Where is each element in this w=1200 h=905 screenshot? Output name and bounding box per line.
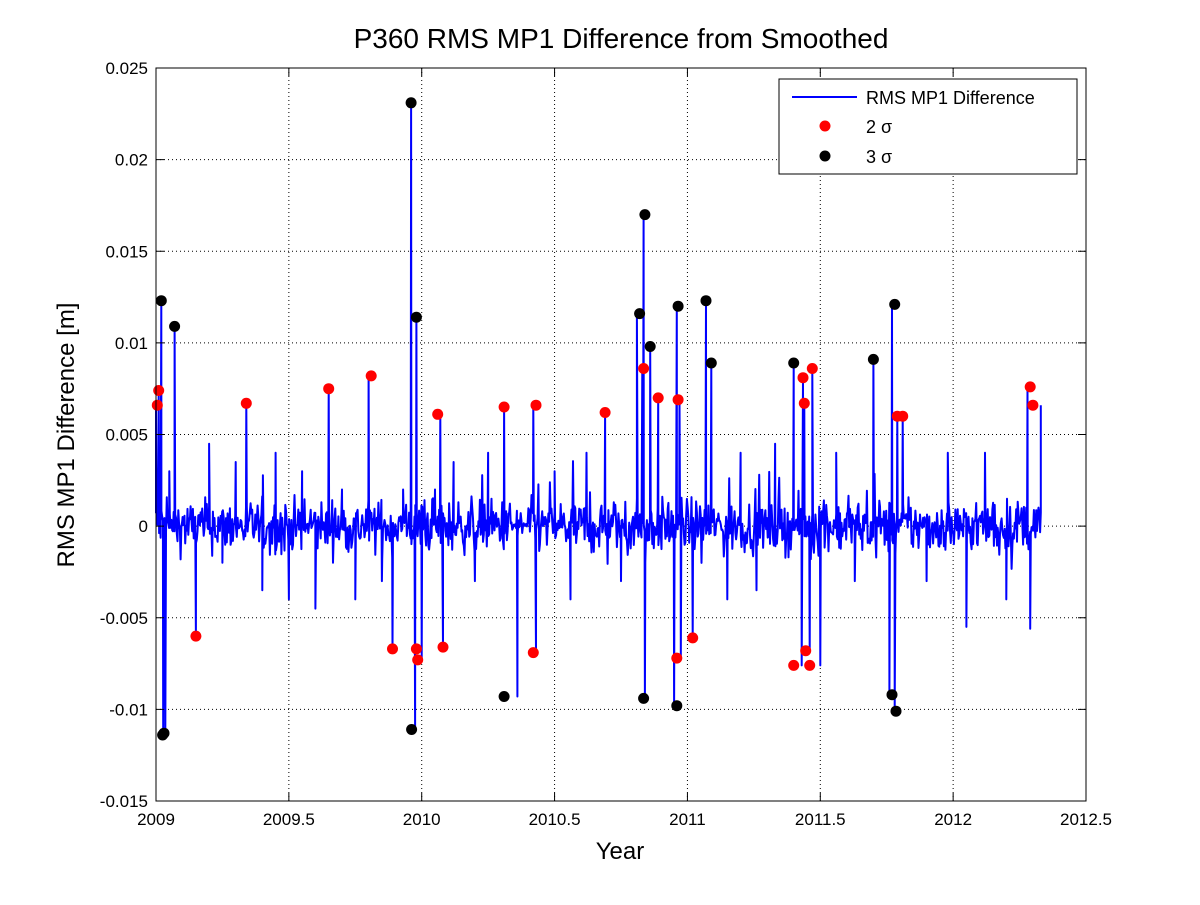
point-2-sigma: [652, 392, 664, 404]
point-3-sigma: [498, 691, 510, 702]
y-tick-label: 0.02: [115, 151, 148, 170]
x-axis-label: Year: [596, 838, 645, 865]
point-2-sigma: [1027, 399, 1039, 411]
legend: RMS MP1 Difference 2 σ 3 σ: [778, 78, 1078, 175]
x-tick-label: 2012: [934, 810, 972, 829]
point-2-sigma: [412, 654, 424, 666]
point-3-sigma: [410, 311, 422, 323]
point-2-sigma: [800, 645, 812, 657]
point-3-sigma: [169, 320, 181, 332]
y-tick-label: 0.01: [115, 334, 148, 353]
point-3-sigma: [886, 689, 898, 701]
point-2-sigma: [410, 643, 422, 655]
point-2-sigma: [897, 410, 909, 422]
point-3-sigma: [788, 357, 800, 369]
point-2-sigma: [687, 632, 699, 644]
point-3-sigma: [639, 209, 651, 221]
point-2-sigma: [806, 363, 818, 374]
point-2-sigma: [498, 401, 510, 413]
point-2-sigma: [323, 383, 335, 395]
y-tick-label: -0.01: [109, 700, 148, 719]
series-line-rms-mp1: [155, 101, 1042, 736]
x-tick-label: 2011.5: [795, 810, 846, 829]
legend-label-rms: RMS MP1 Difference: [866, 88, 1035, 108]
chart-title: P360 RMS MP1 Difference from Smoothed: [354, 23, 889, 54]
point-3-sigma: [672, 300, 684, 312]
point-3-sigma: [158, 727, 170, 739]
point-2-sigma: [788, 659, 800, 671]
point-2-sigma: [437, 641, 449, 653]
point-3-sigma: [638, 692, 650, 704]
point-2-sigma: [387, 643, 398, 655]
x-tick-label: 2012.5: [1060, 810, 1112, 829]
point-2-sigma: [530, 399, 542, 411]
x-tick-label: 2010.5: [529, 810, 581, 829]
legend-marker-3sigma: [819, 150, 831, 162]
legend-label-3sigma: 3 σ: [866, 147, 892, 167]
ticks: 2009 2009.5 2010 2010.5 2011 2011.5 2012 2012.5…: [100, 59, 1112, 829]
x-tick-label: 2011: [669, 810, 706, 829]
x-tick-label: 2010: [403, 810, 441, 829]
x-tick-label: 2009.5: [263, 810, 315, 829]
point-3-sigma: [700, 295, 712, 307]
y-tick-label: -0.005: [100, 609, 148, 628]
point-2-sigma: [599, 407, 611, 418]
point-2-sigma: [240, 397, 252, 409]
point-3-sigma: [405, 97, 417, 109]
point-2-sigma: [638, 363, 650, 374]
legend-marker-2sigma: [819, 120, 831, 132]
y-tick-label: -0.015: [100, 792, 148, 811]
plot-markers: [151, 97, 1039, 741]
point-2-sigma: [365, 370, 377, 382]
point-3-sigma: [155, 295, 167, 307]
point-3-sigma: [671, 700, 683, 712]
y-tick-label: 0.005: [105, 426, 148, 445]
point-2-sigma: [804, 659, 816, 671]
point-3-sigma: [890, 705, 902, 717]
point-3-sigma: [644, 341, 656, 352]
point-2-sigma: [798, 397, 810, 409]
point-3-sigma: [705, 357, 717, 369]
point-2-sigma: [527, 647, 539, 659]
plot-lines: [155, 101, 1042, 736]
point-2-sigma: [671, 652, 683, 664]
y-axis-label: RMS MP1 Difference [m]: [53, 303, 80, 568]
point-3-sigma: [634, 308, 646, 320]
point-3-sigma: [406, 724, 418, 735]
x-tick-label: 2009: [137, 810, 175, 829]
point-2-sigma: [672, 394, 684, 406]
point-2-sigma: [1024, 381, 1036, 393]
point-2-sigma: [153, 385, 165, 396]
legend-label-2sigma: 2 σ: [866, 117, 892, 137]
y-tick-label: 0.015: [105, 242, 148, 261]
point-2-sigma: [432, 408, 444, 420]
y-tick-label: 0: [139, 517, 148, 536]
point-2-sigma: [797, 372, 809, 384]
point-3-sigma: [889, 298, 901, 310]
y-tick-label: 0.025: [105, 59, 148, 78]
point-2-sigma: [151, 399, 163, 411]
point-2-sigma: [190, 630, 202, 642]
point-3-sigma: [867, 353, 879, 365]
